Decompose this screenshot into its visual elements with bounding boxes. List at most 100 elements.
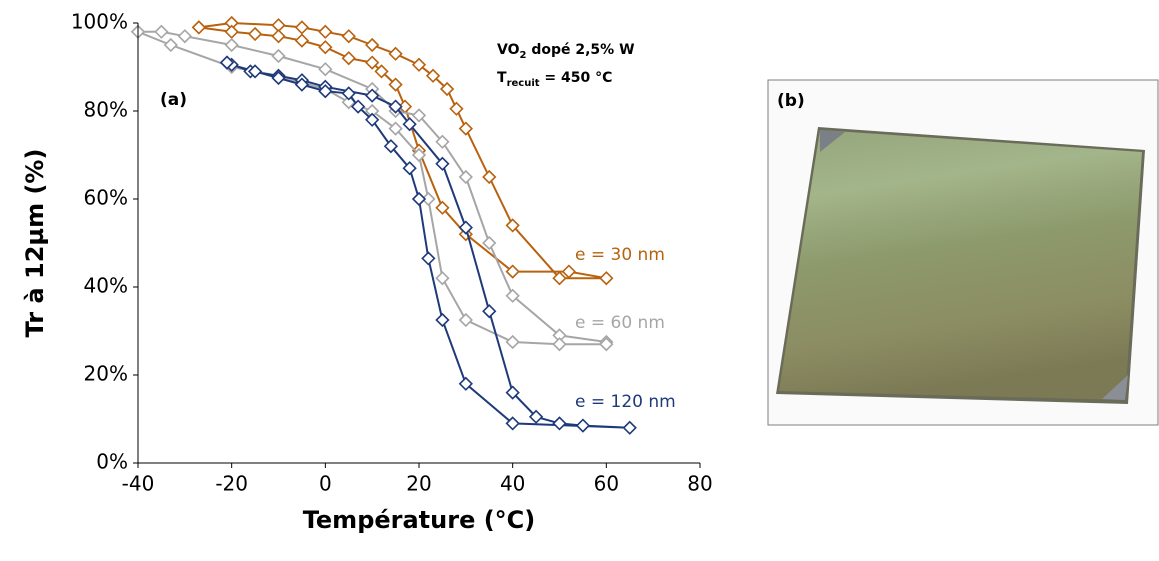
data-point [411,57,427,72]
data-point [191,20,207,35]
series-label: e = 30 nm [575,245,665,265]
data-point [528,409,544,424]
annotation-text: T [497,70,507,86]
data-point [505,264,520,279]
series-label: e = 120 nm [575,392,676,412]
x-tick-label: 20 [406,472,431,496]
data-point [163,37,178,53]
data-point [552,271,567,286]
data-point [435,312,450,328]
y-tick-label: 100% [71,10,128,34]
data-point [622,420,637,435]
y-axis-title: Tr à 12µm (%) [21,149,49,338]
data-point [374,64,389,79]
data-point [411,147,427,163]
data-point [294,20,310,35]
y-tick-label: 20% [84,362,128,386]
data-point [271,29,286,44]
y-tick-label: 40% [84,274,128,298]
data-point [552,337,567,352]
x-tick-label: 80 [687,472,712,496]
y-tick-label: 60% [84,186,128,210]
x-axis-title: Température (°C) [303,506,536,534]
data-point [482,304,497,319]
data-point [341,86,356,101]
data-point [318,40,333,55]
series-label: e = 60 nm [575,313,665,333]
x-tick-label: 40 [500,472,525,496]
annotation-subscript: recuit [507,78,540,89]
data-point [458,121,473,136]
data-point [402,161,417,176]
annotation: VO2 dopé 2,5% W [497,42,635,61]
data-point [421,191,436,207]
series-line [198,21,607,280]
plate [779,130,1142,400]
data-point [318,84,333,99]
data-point [402,117,417,132]
y-tick-label: 0% [96,450,128,474]
data-point [383,139,399,154]
data-point [599,271,614,286]
data-point [177,29,192,44]
data-point [505,416,520,431]
data-point [388,121,403,136]
data-point [365,112,380,127]
data-point [247,64,263,79]
annotation-subscript: 2 [520,50,527,61]
data-point [505,385,520,400]
data-point [435,271,450,286]
annotation-text: = 450 °C [540,70,613,86]
x-tick-label: -40 [122,472,155,496]
photo-panel: (b) [767,79,1159,426]
data-point [318,62,333,77]
data-point [458,169,473,185]
x-tick-label: -20 [215,472,248,496]
data-point [425,68,441,83]
data-point [435,134,450,149]
plate-corner [1102,375,1128,400]
photo-label: (b) [777,91,805,111]
data-point [411,191,427,207]
data-point [224,37,239,53]
data-point [224,24,239,39]
data-point [458,312,473,328]
data-point [388,99,403,114]
data-point [482,235,497,251]
data-point [411,108,427,123]
data-point [458,220,473,235]
data-point [421,251,436,266]
data-point [350,99,366,114]
data-point [341,29,356,44]
y-tick-label: 80% [84,98,128,122]
data-point [435,200,450,215]
data-point [294,77,310,92]
data-point [439,81,455,97]
annotation: Trecuit = 450 °C [497,70,612,89]
data-point [458,376,473,391]
data-point [294,33,310,48]
plate-corner [820,130,845,152]
data-point [482,169,497,185]
data-point [365,88,380,103]
data-point [505,288,520,303]
x-tick-label: 0 [319,472,332,496]
annotation-text: VO [497,42,520,58]
data-point [365,55,380,70]
data-point [435,156,450,171]
data-point [575,418,591,433]
data-point [271,70,286,86]
data-point [388,77,403,92]
data-point [247,26,263,42]
data-point [388,46,403,61]
plot-area: -40 -20 0 20 40 60 80 0% 20% 40% 60% 80% 100% e = 30 … [71,10,713,496]
x-tick-label: 60 [594,472,619,496]
series-line [226,61,630,429]
data-point [318,24,333,39]
data-point [599,337,614,352]
data-point [552,416,567,431]
data-point [271,48,286,64]
data-point [365,37,380,53]
